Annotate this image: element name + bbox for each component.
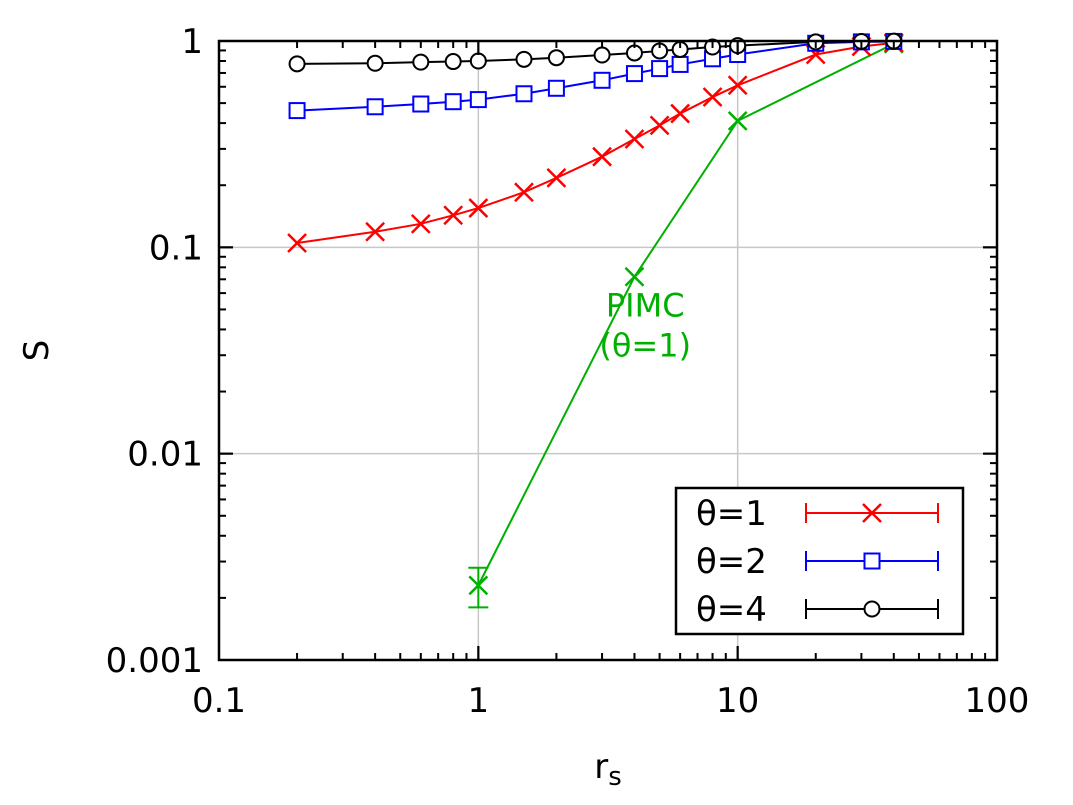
y-tick-label: 0.01 [127, 435, 203, 475]
x-tick-label: 0.1 [192, 681, 246, 721]
legend-entry-theta-4: θ=4 [696, 590, 939, 630]
series-theta-1-point [365, 221, 386, 242]
series-theta-1-point-glyph [670, 103, 691, 124]
series-theta-4-point [288, 55, 306, 73]
series-theta-4-point [469, 52, 487, 70]
series-theta-1-point [546, 168, 567, 188]
series-theta-1-point-glyph [365, 221, 386, 242]
series-theta-4-point [444, 53, 462, 71]
legend-entry-theta-2: θ=2 [696, 542, 939, 582]
series-pimc-point-glyph [468, 575, 489, 596]
y-axis-label: S [17, 340, 57, 362]
plot-frame [217, 39, 999, 662]
series-theta-4-point [593, 46, 611, 64]
legend: θ=1 θ=2 θ=4 [674, 486, 965, 636]
series-theta-1-point-glyph [624, 129, 645, 149]
series-theta-1-point-glyph [702, 87, 723, 107]
series-theta-4-point [412, 53, 430, 71]
axis-ticks [218, 40, 998, 661]
legend-label-theta-1: θ=1 [696, 494, 767, 534]
legend-marker-theta-1-glyph [862, 503, 882, 523]
series-theta-1-point [410, 213, 431, 234]
tick-labels: 0.1 1 10 100 0.001 0.01 0.1 1 [106, 22, 1030, 721]
legend-marker-theta-4 [863, 600, 881, 618]
series-theta-1-point-glyph [649, 115, 670, 136]
x-axis-label-subscript: s [608, 762, 622, 792]
legend-entry-theta-1: θ=1 [696, 494, 939, 534]
series-theta-1-point [592, 146, 612, 167]
series-theta-1-point [624, 129, 645, 149]
series-theta-2-line [297, 40, 894, 112]
x-axis-label-main: r [594, 747, 608, 787]
series-theta-2-point [366, 98, 384, 116]
series-theta-2-point [671, 55, 689, 73]
series-theta-1-point [287, 233, 307, 253]
series-theta-2-point [651, 60, 669, 78]
legend-marker-theta-2 [863, 552, 881, 570]
series-theta-1-line [296, 41, 894, 244]
series-theta-1-point-glyph [410, 213, 431, 234]
series-theta-4-point [547, 49, 565, 67]
series-pimc-point-glyph [624, 266, 645, 287]
series-pimc-line [477, 42, 895, 586]
legend-label-theta-2: θ=2 [696, 542, 767, 582]
pimc-annotation-line1: PIMC [606, 286, 685, 324]
series-theta-4-line [297, 40, 894, 65]
series-theta-1-point-glyph [514, 182, 534, 203]
series-theta-1-point-glyph [592, 146, 612, 167]
legend-label-theta-4: θ=4 [696, 590, 767, 630]
series-theta-2-point [547, 79, 565, 97]
series-theta-2-point [412, 95, 430, 113]
series-theta-2-point [288, 102, 306, 120]
series-theta-1-point [443, 205, 464, 226]
legend-entries: θ=1 θ=2 θ=4 [696, 494, 939, 630]
series-pimc-point-glyph [727, 111, 748, 131]
series-theta-1-point [670, 103, 691, 124]
series-theta-1-point [468, 198, 489, 218]
x-tick-label: 10 [716, 681, 759, 721]
y-tick-label: 1 [181, 22, 203, 62]
series-pimc-point [727, 111, 748, 131]
y-tick-label: 0.1 [149, 228, 203, 268]
series-theta-1-point-glyph [287, 233, 307, 253]
series-theta-2-point [469, 91, 487, 109]
series-theta-1-point-glyph [546, 168, 567, 188]
series-theta-2-point [515, 85, 533, 103]
series-theta-1-point [649, 115, 670, 136]
series-theta-1-point [514, 182, 534, 203]
series-theta-4-point [515, 50, 533, 68]
series-theta-2-point [593, 71, 611, 89]
series-theta-2-point [444, 93, 462, 111]
pimc-annotation-line2: (θ=1) [599, 326, 691, 364]
series-theta-4-point [366, 54, 384, 72]
series-theta-1-point-glyph [443, 205, 464, 226]
legend-marker-theta-1 [862, 503, 882, 523]
series-theta-1-point-glyph [727, 75, 748, 96]
series-pimc-point [468, 575, 489, 596]
x-tick-label: 1 [468, 681, 490, 721]
series-theta-2-point [625, 65, 643, 83]
x-tick-label: 100 [965, 681, 1030, 721]
series-theta-1-point [702, 87, 723, 107]
x-axis-label: rs [594, 747, 622, 792]
series-pimc-point [624, 266, 645, 287]
series-theta-1-point [727, 75, 748, 96]
series-theta-1-point-glyph [468, 198, 489, 218]
y-tick-label: 0.001 [106, 641, 203, 681]
series-pimc [468, 33, 904, 609]
pimc-annotation: PIMC (θ=1) [599, 286, 691, 364]
